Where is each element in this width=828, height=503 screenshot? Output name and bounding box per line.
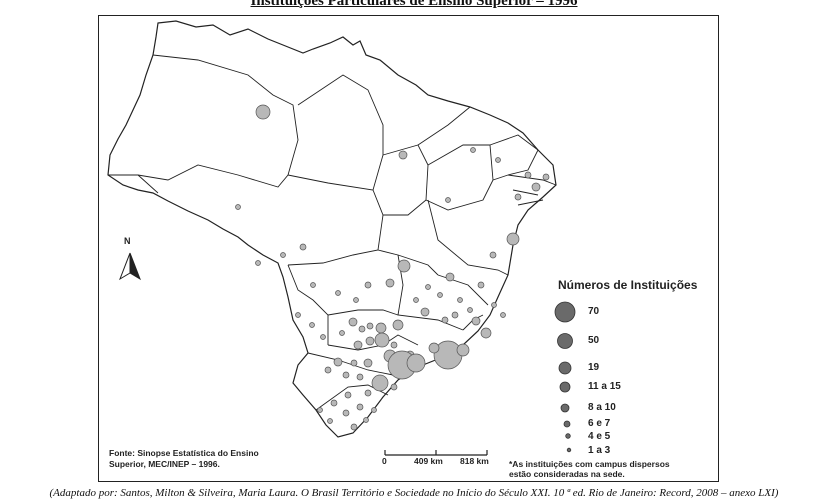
legend-label-6-7: 6 e 7 bbox=[588, 418, 611, 429]
north-arrow bbox=[119, 252, 141, 281]
citation-caption: (Adaptado por: Santos, Milton & Silveira… bbox=[49, 487, 779, 499]
scale-bar bbox=[384, 450, 488, 456]
legend-circle-50 bbox=[557, 333, 573, 349]
legend-circle-11-15 bbox=[559, 381, 571, 393]
legend-label-50: 50 bbox=[588, 335, 600, 346]
legend-label-70: 70 bbox=[588, 306, 600, 317]
legend-circles bbox=[554, 301, 576, 453]
brazil-outline bbox=[107, 20, 557, 438]
scale-label-zero: 0 bbox=[382, 456, 387, 466]
legend-circle-19 bbox=[558, 361, 572, 375]
legend-circle-4-5 bbox=[565, 433, 571, 439]
scale-label-max: 818 km bbox=[460, 456, 489, 466]
north-label: N bbox=[124, 236, 131, 246]
legend-label-4-5: 4 e 5 bbox=[588, 431, 611, 442]
legend-label-11-15: 11 a 15 bbox=[588, 381, 621, 392]
institution-circles bbox=[235, 104, 550, 431]
footnote-text: *As instituições com campus dispersos es… bbox=[509, 459, 709, 479]
legend-circle-6-7 bbox=[563, 420, 571, 428]
legend-label-19: 19 bbox=[588, 362, 600, 373]
legend-circle-1-3 bbox=[566, 447, 572, 453]
legend-circle-8-10 bbox=[560, 403, 570, 413]
source-line-2: Superior, MEC/INEP – 1996. bbox=[109, 459, 220, 469]
source-line-1: Fonte: Sinopse Estatística do Ensino bbox=[109, 448, 259, 458]
note-line-1: *As instituições com campus dispersos bbox=[509, 459, 670, 469]
legend-label-1-3: 1 a 3 bbox=[588, 445, 611, 456]
note-line-2: estão consideradas na sede. bbox=[509, 469, 625, 479]
map-title: Instituições Particulares de Ensino Supe… bbox=[250, 0, 578, 9]
legend-title: Números de Instituições bbox=[558, 278, 698, 292]
source-text: Fonte: Sinopse Estatística do Ensino Sup… bbox=[109, 448, 309, 470]
legend-label-8-10: 8 a 10 bbox=[588, 402, 616, 413]
brazil-map bbox=[107, 20, 576, 456]
legend-circle-70 bbox=[554, 301, 576, 323]
scale-label-mid: 409 km bbox=[414, 456, 443, 466]
